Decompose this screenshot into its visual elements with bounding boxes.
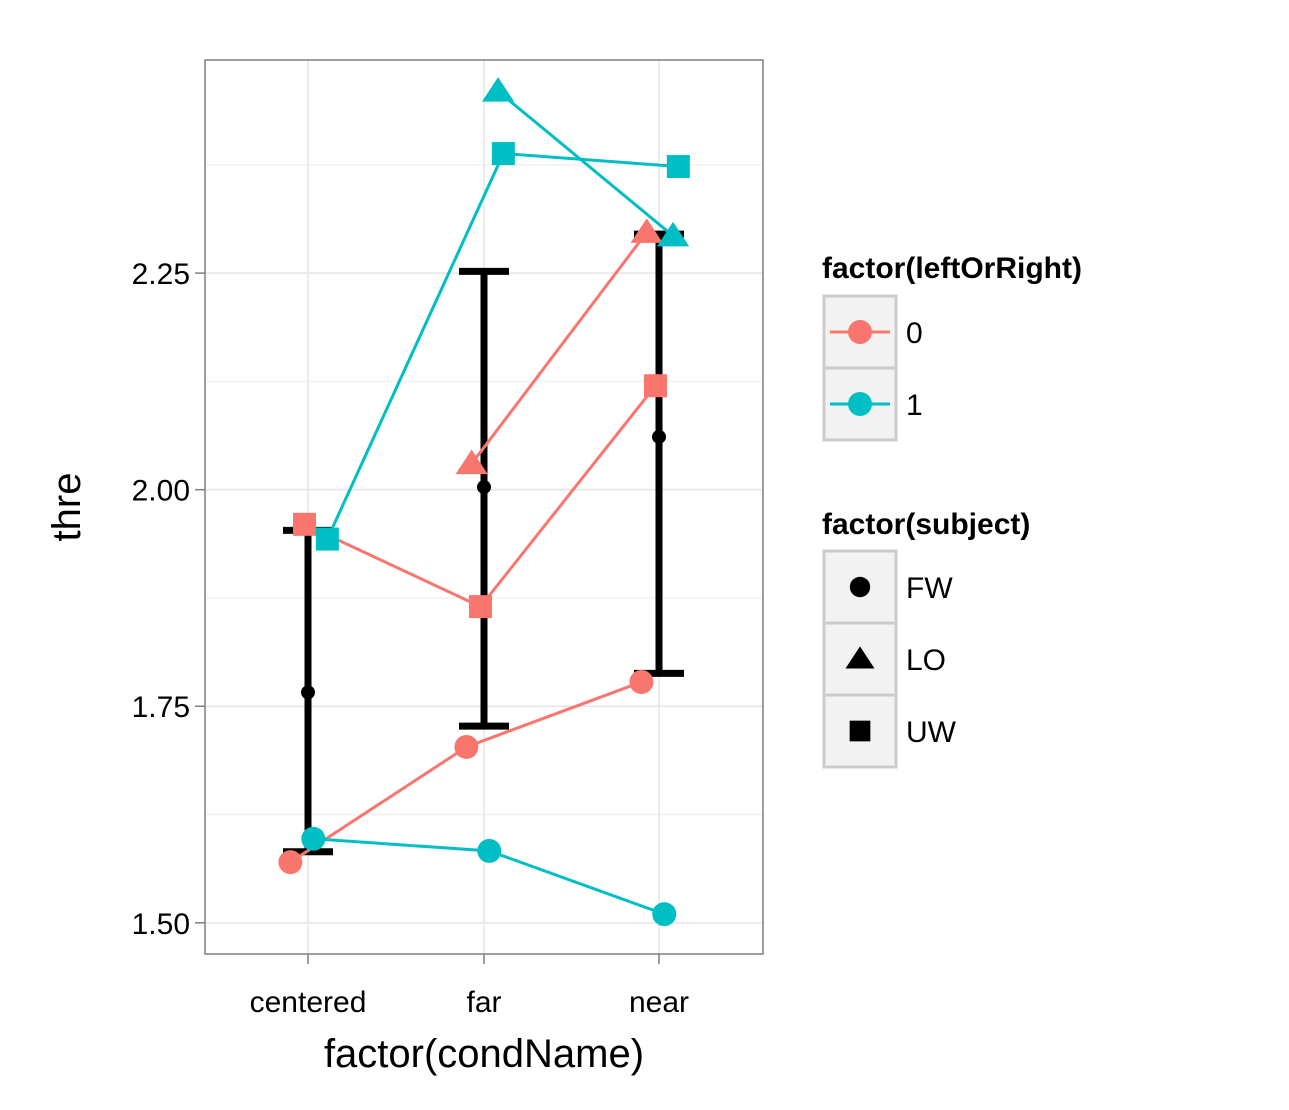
- shape-legend-label: LO: [906, 644, 946, 677]
- data-point-UW-0-centered: [292, 512, 316, 536]
- data-point-FW-1-far: [477, 838, 502, 863]
- data-point-LO-0-near: [630, 218, 663, 243]
- color-legend-label: 0: [906, 317, 923, 350]
- shape-legend-marker: [849, 576, 871, 598]
- y-axis-title: thre: [45, 473, 89, 542]
- data-point-FW-0-far: [454, 734, 479, 759]
- x-tick-label: far: [466, 986, 501, 1019]
- mean-point-far: [477, 480, 491, 495]
- data-point-UW-0-near: [643, 374, 667, 398]
- data-point-LO-1-far: [481, 77, 515, 102]
- x-tick-label: centered: [250, 986, 367, 1019]
- data-point-FW-0-near: [629, 669, 654, 694]
- data-point-FW-0-centered: [278, 850, 303, 875]
- data-point-UW-0-far: [468, 595, 492, 619]
- series-line-LO-0: [470, 231, 648, 465]
- y-tick-label: 2.25: [132, 258, 190, 291]
- y-tick-label: 2.00: [132, 475, 190, 508]
- shape-legend-label: FW: [906, 572, 953, 605]
- data-point-LO-0-far: [455, 449, 488, 475]
- legend: factor(leftOrRight) factor(subject) 0 1 FW…: [822, 252, 1082, 769]
- data-series: [278, 77, 690, 927]
- data-point-UW-1-centered: [315, 527, 339, 551]
- mean-point-centered: [301, 685, 315, 700]
- x-tick-label: near: [629, 986, 689, 1019]
- color-legend-marker: [848, 392, 872, 416]
- shape-legend-label: UW: [906, 716, 957, 749]
- axes: 1.50 1.75 2.00 2.25 centered far near: [132, 258, 689, 1019]
- data-point-UW-1-far: [491, 142, 515, 166]
- shape-legend-marker: [849, 720, 871, 742]
- color-legend-title: factor(leftOrRight): [822, 252, 1082, 285]
- color-legend-label: 1: [906, 389, 923, 422]
- x-axis-title: factor(condName): [324, 1032, 644, 1076]
- shape-legend-title: factor(subject): [822, 508, 1030, 541]
- y-tick-label: 1.50: [132, 908, 190, 941]
- mean-point-near: [652, 429, 666, 444]
- series-line-LO-1: [497, 90, 675, 238]
- data-point-UW-1-near: [666, 155, 690, 179]
- data-point-FW-1-near: [652, 902, 677, 927]
- data-point-LO-1-near: [656, 221, 690, 247]
- shape-legend-marker: [845, 646, 875, 669]
- data-point-FW-1-centered: [301, 826, 326, 851]
- y-tick-label: 1.75: [132, 691, 190, 724]
- color-legend-marker: [848, 320, 872, 344]
